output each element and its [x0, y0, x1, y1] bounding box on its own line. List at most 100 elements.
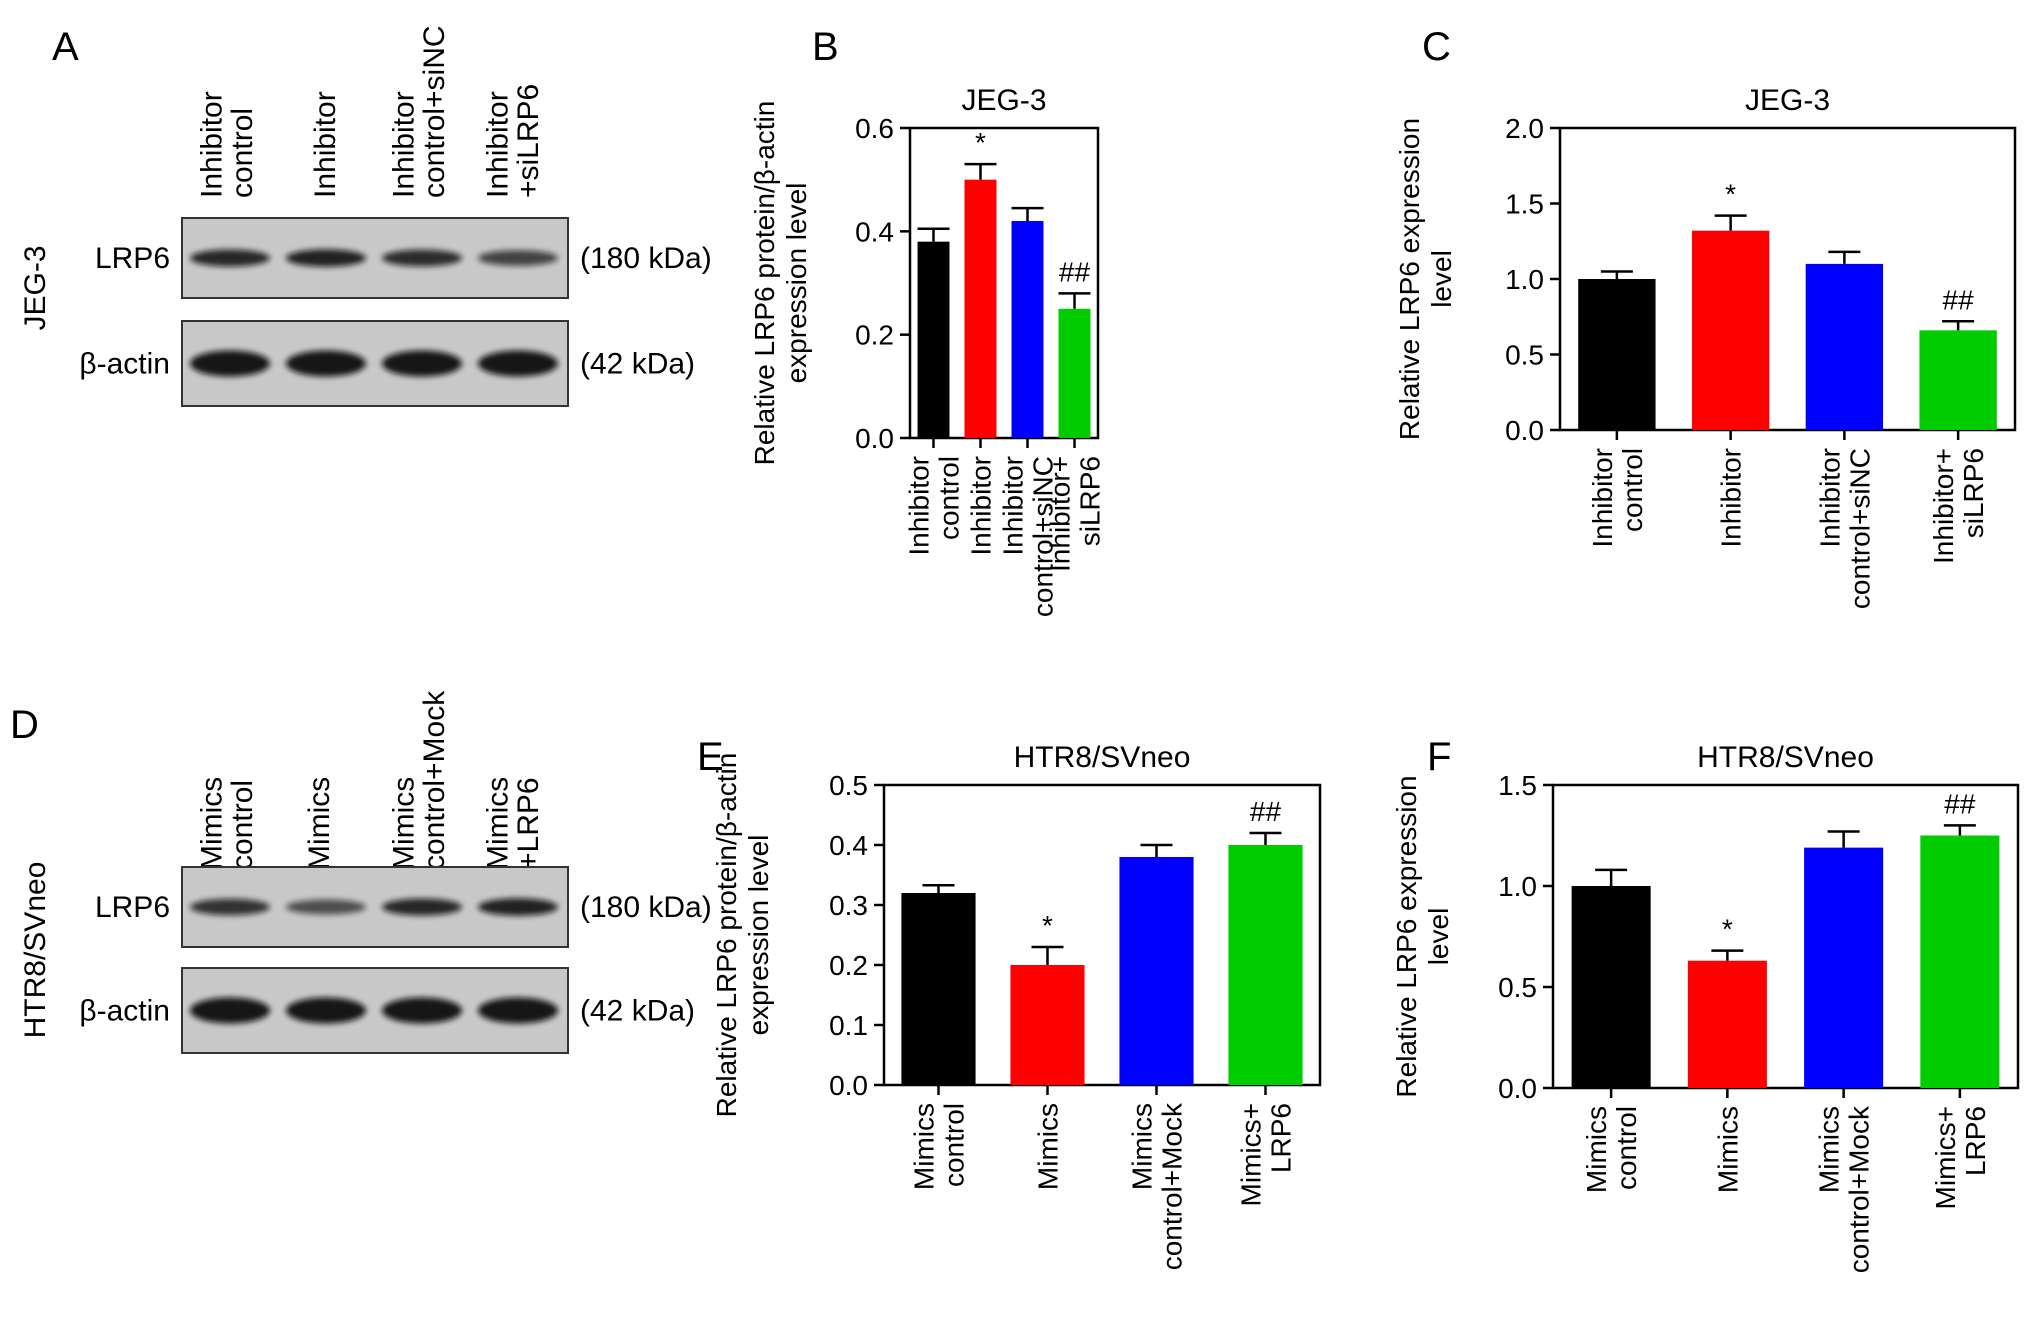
x-tick-label-line: Inhibitor	[1814, 448, 1845, 548]
bar	[964, 179, 997, 438]
band-size-label: (180 kDa)	[580, 891, 712, 924]
y-tick-label: 1.5	[1505, 189, 1544, 220]
x-tick-label-line: control+siNC	[1844, 448, 1875, 609]
chart-panel-F: F HTR8/SVneo 0.0 0.5 1.0 1.5 Relative LRP6 exp…	[1391, 735, 2020, 1273]
y-tick-label: 0.4	[855, 216, 894, 247]
blot-band	[286, 899, 366, 915]
significance-marker: ##	[1944, 788, 1976, 819]
y-tick-label: 0.2	[855, 320, 894, 351]
lane-label: Inhibitor+siLRP6	[482, 84, 546, 198]
panel-letter: B	[812, 25, 839, 69]
y-axis-label-line: Relative LRP6 protein/β-actin	[749, 101, 780, 466]
band-size-label: (42 kDa)	[580, 995, 695, 1028]
x-tick-label-line: control	[934, 456, 965, 540]
bar	[1920, 835, 2000, 1088]
blot-band	[382, 249, 462, 267]
x-tick-label: Mimics control+Mock	[1814, 1105, 1875, 1273]
y-axis-label: Relative LRP6 expression level	[1394, 118, 1457, 440]
x-tick-label: Mimics control+Mock	[1127, 1102, 1188, 1270]
chart-title: JEG-3	[1745, 84, 1830, 117]
bar	[1578, 279, 1656, 430]
lane-label-line: Mimics	[482, 777, 515, 870]
bar	[1804, 847, 1884, 1088]
x-tick-label-line: siLRP6	[1075, 456, 1106, 546]
row-label: β-actin	[79, 995, 170, 1028]
x-tick-label: Mimics+ LRP6	[1236, 1103, 1297, 1206]
lane-label: Inhibitor	[309, 91, 342, 198]
bar	[1010, 965, 1085, 1085]
y-tick-label: 1.0	[1498, 871, 1537, 902]
blot-band	[190, 249, 270, 267]
x-tick-label: Mimics	[1033, 1103, 1064, 1190]
y-axis-label-line: expression level	[743, 835, 774, 1036]
blot-band	[478, 350, 558, 377]
y-axis-label: Relative LRP6 expression level	[1391, 775, 1454, 1097]
y-tick-label: 0.2	[829, 950, 868, 981]
blot-band	[478, 997, 558, 1024]
x-tick-label-line: LRP6	[1266, 1103, 1297, 1173]
x-tick-label-line: Mimics+	[1930, 1106, 1961, 1209]
cell-line-label: JEG-3	[19, 245, 52, 330]
x-tick-label-line: Inhibitor	[904, 456, 935, 556]
blot-band	[382, 997, 462, 1024]
x-tick-label: Mimics control	[909, 1103, 970, 1190]
x-tick-label-line: Inhibitor	[966, 456, 997, 556]
chart-title: HTR8/SVneo	[1697, 741, 1874, 774]
x-tick-label: Inhibitor+ siLRP6	[1928, 448, 1989, 564]
x-tick-label: Mimics control	[1581, 1106, 1642, 1193]
x-tick-label-line: control+siNC	[1028, 456, 1059, 617]
plot-frame	[908, 126, 1100, 440]
blot-band	[190, 350, 270, 377]
lane-label-line: control+siNC	[418, 25, 451, 198]
x-tick-label-line: Inhibitor	[1716, 448, 1747, 548]
y-tick-label: 1.5	[1498, 770, 1537, 801]
x-tick-label: Mimics+ LRP6	[1930, 1106, 1991, 1209]
lane-label-line: Mimics	[303, 777, 336, 870]
blot-band	[382, 898, 462, 916]
y-tick-label: 0.1	[829, 1010, 868, 1041]
y-tick-label: 0.0	[855, 423, 894, 454]
chart-title: HTR8/SVneo	[1014, 741, 1191, 774]
x-tick-label-line: control	[1611, 1106, 1642, 1190]
bar	[1571, 886, 1651, 1088]
blot-band	[382, 350, 462, 377]
blot-band	[190, 898, 270, 916]
panel-letter: E	[697, 735, 724, 779]
bar	[1058, 308, 1091, 438]
lane-label-line: Mimics	[196, 777, 229, 870]
x-tick-label-line: control+Mock	[1157, 1102, 1188, 1270]
lane-label-line: control	[226, 108, 259, 198]
x-tick-label-line: control	[939, 1103, 970, 1187]
y-tick-label: 0.6	[855, 113, 894, 144]
y-tick-label: 2.0	[1505, 113, 1544, 144]
lane-label-line: Inhibitor	[482, 91, 515, 198]
bar	[1805, 263, 1884, 430]
y-tick-label: 0.3	[829, 890, 868, 921]
panel-letter: A	[52, 25, 79, 69]
y-tick-label: 0.0	[1505, 415, 1544, 446]
significance-marker: *	[975, 127, 986, 158]
x-tick-label: Inhibitor	[1716, 448, 1747, 548]
panel-letter: D	[10, 703, 39, 747]
x-tick-label-line: Mimics	[1033, 1103, 1064, 1190]
plot-frame	[882, 783, 1322, 1087]
y-axis-label-line: Relative LRP6 expression	[1391, 775, 1422, 1097]
blot-band	[286, 249, 366, 267]
x-tick-label-line: Inhibitor	[998, 456, 1029, 556]
x-tick-label: Inhibitor control+siNC	[1814, 448, 1875, 609]
chart-panel-E: E HTR8/SVneo 0.0 0.1 0.2 0.3 0.4 0.5 Relative LR…	[697, 735, 1322, 1270]
y-tick-label: 0.5	[1498, 972, 1537, 1003]
x-tick-label: Inhibitor control	[904, 456, 965, 556]
x-tick-label-line: Inhibitor+	[1928, 448, 1959, 564]
significance-marker: *	[1725, 179, 1736, 210]
chart-panel-B: B JEG-3 0.0 0.2 0.4 0.6 Relative LRP6 protein/…	[749, 25, 1106, 617]
y-tick-label: 0.5	[829, 770, 868, 801]
bar	[1687, 960, 1767, 1088]
x-tick-label: Inhibitor	[966, 456, 997, 556]
lane-label-line: +LRP6	[512, 777, 545, 870]
band-size-label: (180 kDa)	[580, 242, 712, 275]
y-tick-label: 0.4	[829, 830, 868, 861]
blot-band	[478, 250, 558, 266]
